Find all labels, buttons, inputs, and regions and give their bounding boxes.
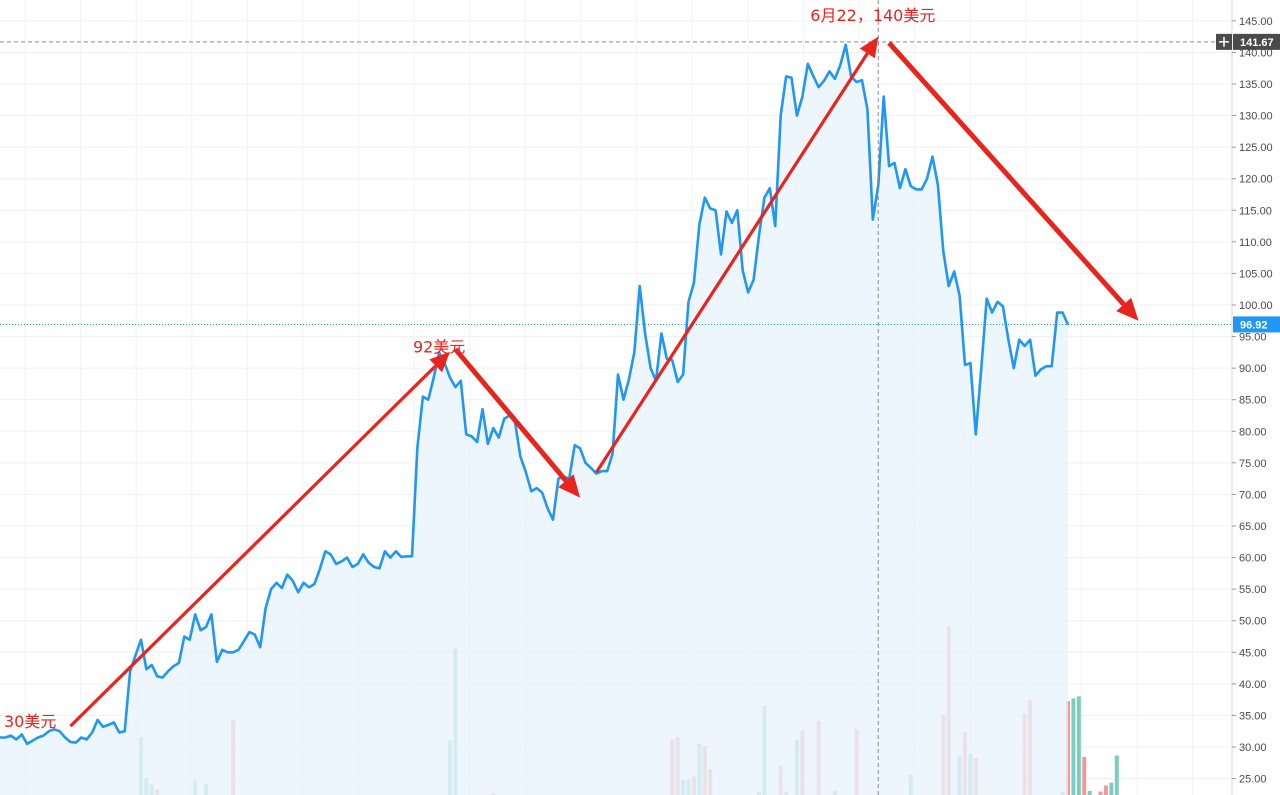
price-tick-label: 85.00	[1239, 395, 1267, 407]
price-tick-label: 140.00	[1239, 47, 1273, 59]
volume-bar	[1076, 696, 1081, 795]
price-tick-label: 105.00	[1239, 268, 1273, 280]
price-tick-label: 100.00	[1239, 300, 1273, 312]
volume-bar	[1103, 785, 1108, 795]
price-tick-label: 45.00	[1239, 647, 1267, 659]
price-tick-label: 50.00	[1239, 616, 1267, 628]
annotation-label: 6月22，140美元	[810, 6, 935, 25]
trend-arrow-head	[558, 474, 581, 498]
volume-bar	[1087, 790, 1092, 795]
annotation-label: 30美元	[4, 712, 56, 731]
price-tick-label: 130.00	[1239, 111, 1273, 123]
volume-bar	[1071, 698, 1076, 795]
trend-arrow-shaft	[453, 347, 568, 483]
trend-arrows	[69, 36, 1139, 728]
volume-bar	[1114, 755, 1119, 795]
price-tick-label: 75.00	[1239, 458, 1267, 470]
price-tick-label: 30.00	[1239, 742, 1267, 754]
volume-bar	[1109, 782, 1114, 795]
price-tick-label: 60.00	[1239, 553, 1267, 565]
price-area-fill	[0, 44, 1068, 795]
trend-arrow-head	[429, 351, 450, 373]
price-tick-label: 25.00	[1239, 774, 1267, 786]
price-tick-label: 55.00	[1239, 584, 1267, 596]
trend-arrow-head	[1116, 297, 1139, 321]
volume-bar	[1082, 756, 1087, 795]
price-tick-label: 90.00	[1239, 363, 1267, 375]
annotation-label: 92美元	[413, 337, 465, 356]
price-tick-label: 120.00	[1239, 174, 1273, 186]
price-tick-label: 135.00	[1239, 79, 1273, 91]
crosshair-price-tag	[1233, 33, 1280, 50]
volume-bar	[1098, 791, 1103, 795]
price-annotations: 30美元 92美元 6月22，140美元	[4, 6, 935, 731]
crosshair-price-label: 141.67	[1240, 37, 1274, 49]
last-price-tag	[1233, 316, 1280, 333]
price-tick-label: 110.00	[1239, 237, 1272, 249]
price-tick-label: 145.00	[1239, 16, 1273, 28]
price-axis: 145.00 140.00 135.00 130.00 125.00 120.00 115.…	[1231, 0, 1280, 795]
trend-arrow-shaft	[887, 41, 1126, 307]
price-tick-label: 70.00	[1239, 489, 1267, 501]
trend-arrow-shaft	[595, 52, 869, 474]
crosshair	[0, 0, 1232, 795]
price-tick-label: 80.00	[1239, 426, 1267, 438]
price-tick-label: 125.00	[1239, 142, 1273, 154]
last-price-label: 96.92	[1240, 319, 1268, 331]
price-tick-label: 95.00	[1239, 332, 1267, 344]
price-line	[0, 43, 1070, 746]
trend-arrow-shaft	[69, 364, 437, 728]
price-tags: 141.67 96.92	[1216, 33, 1280, 333]
trend-arrow-head	[859, 36, 879, 59]
price-tick-label: 65.00	[1239, 521, 1267, 533]
price-axis-background	[1232, 0, 1280, 795]
price-tick-label: 40.00	[1239, 679, 1267, 691]
price-tick-label: 115.00	[1239, 205, 1272, 217]
price-tick-label: 35.00	[1239, 710, 1267, 722]
